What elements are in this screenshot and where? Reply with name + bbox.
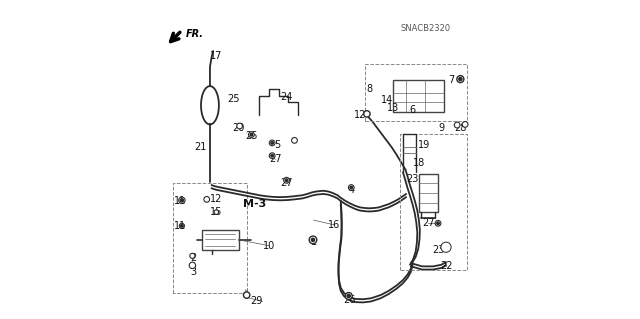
Circle shape (454, 122, 460, 128)
Bar (419, 174, 438, 212)
Circle shape (348, 185, 354, 190)
Text: 3: 3 (190, 267, 196, 277)
Circle shape (189, 262, 196, 269)
Circle shape (204, 197, 210, 202)
Text: 7: 7 (448, 75, 454, 85)
Text: 13: 13 (387, 103, 399, 114)
Text: 28: 28 (454, 122, 467, 133)
Text: 27: 27 (422, 218, 435, 228)
Circle shape (309, 236, 317, 244)
Circle shape (441, 242, 451, 252)
Circle shape (269, 153, 275, 159)
Text: 6: 6 (410, 105, 415, 115)
Text: 14: 14 (381, 95, 393, 106)
Circle shape (364, 111, 370, 117)
Circle shape (284, 177, 289, 183)
Text: 8: 8 (366, 84, 372, 94)
Text: 5: 5 (274, 140, 280, 150)
Text: 16: 16 (328, 220, 340, 230)
Text: 17: 17 (210, 51, 223, 61)
Circle shape (347, 294, 350, 298)
Text: 23: 23 (432, 245, 444, 256)
Text: 4: 4 (349, 185, 355, 195)
Text: 20: 20 (232, 122, 245, 133)
Text: 25: 25 (228, 94, 240, 104)
Circle shape (269, 140, 275, 146)
Bar (394, 80, 444, 112)
Circle shape (457, 76, 464, 83)
Circle shape (190, 253, 195, 258)
Text: 15: 15 (210, 207, 223, 217)
Circle shape (443, 244, 449, 250)
Text: 11: 11 (173, 196, 186, 206)
Text: 2: 2 (190, 253, 196, 263)
Text: 21: 21 (194, 142, 207, 152)
Circle shape (345, 293, 352, 300)
Circle shape (350, 186, 353, 189)
Text: 26: 26 (344, 295, 356, 305)
Circle shape (436, 222, 439, 225)
Text: 22: 22 (440, 261, 452, 271)
Circle shape (312, 238, 315, 241)
Text: 12: 12 (355, 110, 367, 120)
Text: 24: 24 (280, 92, 292, 102)
Circle shape (179, 223, 184, 228)
Text: 18: 18 (413, 158, 425, 168)
Circle shape (285, 179, 288, 182)
Text: SNACB2320: SNACB2320 (400, 24, 451, 33)
Circle shape (179, 197, 185, 204)
Circle shape (248, 132, 254, 137)
Circle shape (180, 199, 184, 202)
Circle shape (292, 137, 298, 143)
Text: 29: 29 (250, 296, 262, 307)
Circle shape (462, 122, 468, 127)
Text: M-3: M-3 (243, 199, 266, 209)
Circle shape (271, 154, 273, 157)
Circle shape (435, 220, 441, 226)
Text: 1: 1 (310, 237, 317, 248)
Circle shape (250, 133, 253, 136)
Text: 27: 27 (269, 154, 282, 165)
Text: 23: 23 (406, 174, 419, 184)
Circle shape (459, 78, 462, 81)
Circle shape (237, 123, 243, 129)
Text: 9: 9 (438, 122, 444, 133)
Text: 10: 10 (263, 241, 275, 251)
Text: 27: 27 (280, 178, 292, 189)
Circle shape (243, 292, 250, 298)
Text: 11: 11 (173, 221, 186, 232)
Text: 19: 19 (417, 140, 430, 150)
Circle shape (271, 142, 273, 144)
Text: 25: 25 (245, 130, 258, 141)
Bar (202, 230, 239, 250)
Circle shape (180, 225, 183, 227)
Text: 12: 12 (210, 194, 223, 204)
Text: FR.: FR. (186, 29, 204, 39)
Circle shape (214, 210, 218, 214)
